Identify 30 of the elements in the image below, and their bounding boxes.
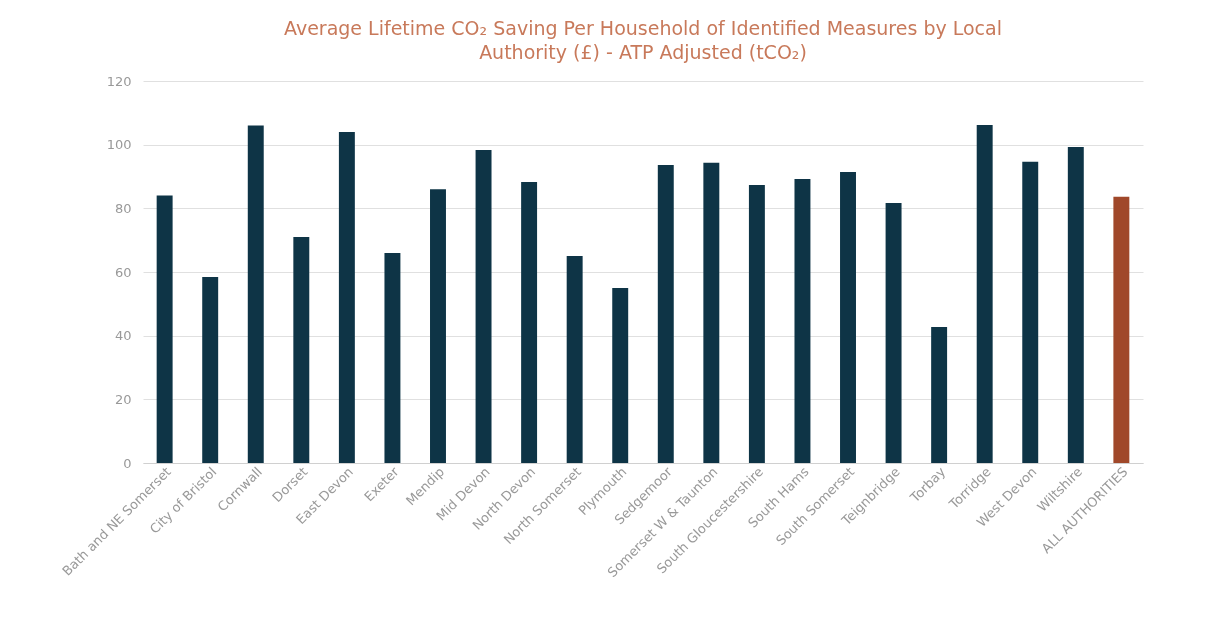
bar — [475, 150, 492, 463]
y-tick-label: 0 — [123, 455, 132, 471]
y-tick-label: 100 — [106, 137, 132, 153]
bar — [156, 195, 173, 463]
y-tick-label: 80 — [114, 200, 132, 216]
bar — [338, 131, 355, 463]
bar — [885, 202, 902, 463]
bar — [566, 256, 583, 463]
bar — [840, 172, 856, 463]
y-tick-label: 120 — [106, 73, 132, 89]
bar — [1067, 146, 1084, 463]
bar — [931, 327, 948, 463]
bar — [703, 162, 720, 463]
y-tick-label: 20 — [114, 391, 132, 407]
bar — [657, 165, 674, 463]
bar — [976, 124, 993, 463]
chart-title: Average Lifetime CO₂ Saving Per Household of Identified Measures by Local Authority (£) - ATP Adjusted (tCO₂) — [284, 17, 1002, 63]
bar — [1022, 161, 1039, 463]
bar — [748, 185, 765, 463]
bar — [384, 252, 401, 463]
bar — [1113, 196, 1130, 463]
bar — [430, 189, 446, 463]
bar — [521, 181, 538, 463]
bar — [612, 287, 629, 463]
y-tick-label: 40 — [114, 328, 132, 344]
bar — [794, 179, 811, 463]
bar — [293, 236, 310, 463]
bar — [247, 125, 264, 463]
bar — [202, 277, 219, 463]
y-tick-label: 60 — [114, 264, 132, 280]
